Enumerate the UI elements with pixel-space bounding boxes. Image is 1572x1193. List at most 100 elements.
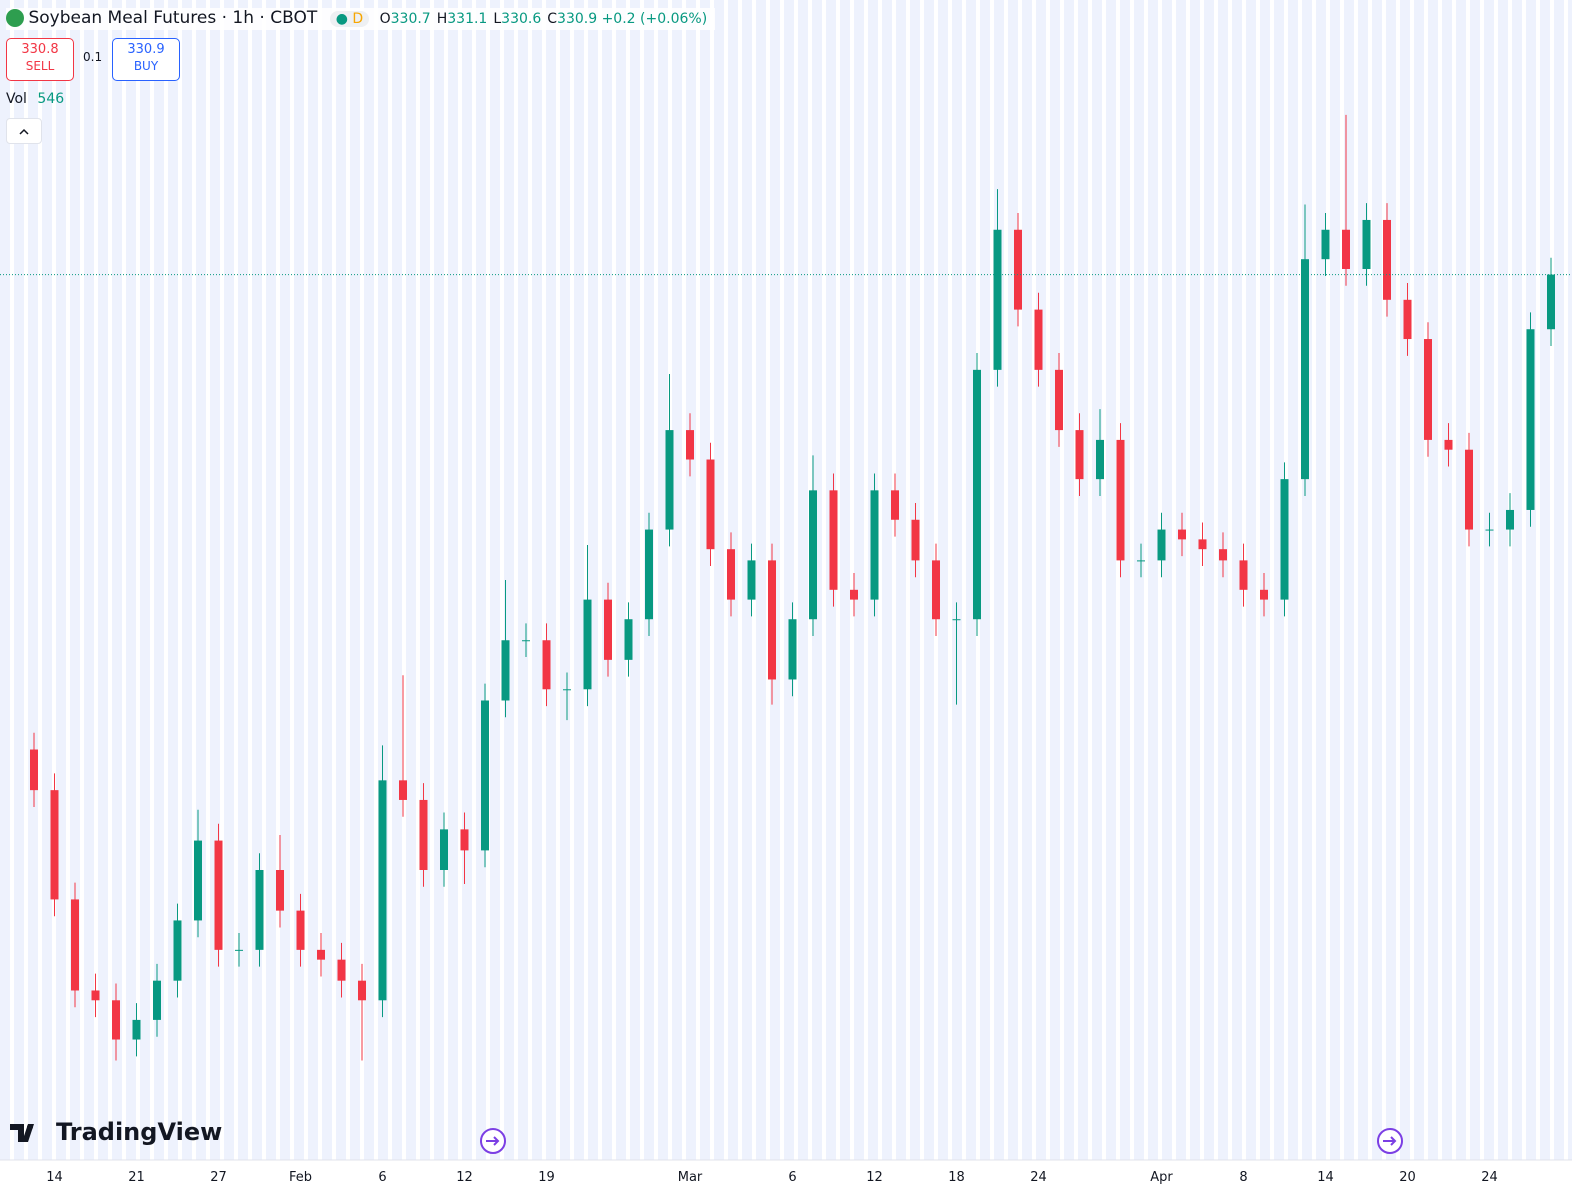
candle-body — [399, 780, 407, 800]
x-tick-label: 6 — [378, 1170, 386, 1185]
x-tick-label: 14 — [1317, 1170, 1334, 1185]
candle-body — [706, 459, 715, 550]
candle-body — [891, 490, 899, 520]
candle-body — [1157, 529, 1166, 561]
candle-body — [522, 640, 530, 642]
candle-body — [112, 1000, 120, 1040]
x-tick-label: 27 — [210, 1170, 227, 1185]
candle-body — [460, 829, 469, 851]
ohlc-value: 330.7 — [390, 11, 431, 27]
candle-body — [440, 829, 448, 870]
candle-body — [317, 949, 325, 960]
candle-body — [358, 980, 366, 1001]
candle-body — [788, 619, 797, 680]
candle-body — [1506, 509, 1514, 530]
candle-body — [481, 700, 489, 851]
candle-body — [645, 529, 653, 620]
candle-body — [563, 689, 571, 691]
session-background — [0, 0, 1572, 1160]
candle-body — [993, 229, 1002, 370]
candle-body — [952, 619, 961, 621]
candle-body — [1547, 274, 1555, 330]
candles — [0, 114, 1572, 1061]
candle-body — [809, 490, 817, 620]
ohlc-label: H — [436, 11, 448, 27]
ohlc-value: 330.9 — [557, 11, 598, 27]
x-tick-label: 24 — [1481, 1170, 1498, 1185]
sell-button[interactable]: 330.8 SELL — [6, 38, 74, 81]
x-tick-label: 12 — [456, 1170, 473, 1185]
event-icon[interactable] — [1377, 1128, 1403, 1154]
brand: TradingView — [56, 1118, 222, 1146]
candle-body — [50, 790, 59, 900]
candle-body — [1342, 229, 1350, 269]
candle-body — [1485, 529, 1494, 531]
ohlc-label: O — [379, 11, 391, 27]
candle-body — [665, 430, 674, 530]
legend: Soybean Meal Futures · 1h · CBOT ● D O33… — [6, 8, 716, 30]
candle-body — [1444, 439, 1453, 450]
candle-body — [173, 920, 182, 981]
buy-label: BUY — [133, 59, 159, 73]
candle-body — [747, 560, 756, 600]
candle-body — [1260, 589, 1268, 600]
ohlc-item: O330.7 — [380, 11, 431, 27]
ohlc-label: L — [493, 11, 502, 27]
candle-body — [911, 519, 920, 561]
candle-body — [71, 899, 79, 991]
symbol-title: Soybean Meal Futures · 1h · CBOT — [28, 8, 318, 28]
x-tick-label: 21 — [128, 1170, 145, 1185]
candle-body — [1239, 560, 1248, 590]
candle-body — [1301, 259, 1309, 480]
candle-body — [1280, 479, 1289, 600]
candle-body — [337, 959, 346, 981]
candle-body — [276, 870, 284, 911]
x-tick-label: Apr — [1150, 1170, 1173, 1185]
ohlc-item: L330.6 — [493, 11, 541, 27]
sell-price: 330.8 — [21, 42, 59, 57]
collapse-button[interactable] — [6, 118, 42, 144]
candle-body — [296, 910, 305, 950]
candle-body — [768, 560, 776, 680]
ohlc-item: C330.9 — [547, 11, 597, 27]
candle-body — [973, 369, 981, 620]
candle-body — [932, 560, 940, 620]
x-tick-label: 19 — [538, 1170, 555, 1185]
candle-body — [1465, 449, 1473, 530]
candle-body — [624, 619, 633, 660]
candle-body — [870, 490, 879, 600]
candle-body — [1403, 299, 1412, 340]
x-tick-label: 12 — [866, 1170, 883, 1185]
buy-price: 330.9 — [127, 42, 165, 57]
ohlc-value: 331.1 — [447, 11, 488, 27]
candle-body — [829, 490, 838, 590]
x-tick-label: 18 — [948, 1170, 965, 1185]
ohlc-value: 330.6 — [501, 11, 542, 27]
spread: 0.1 — [83, 50, 103, 64]
x-tick-label: Mar — [678, 1170, 703, 1185]
x-tick-label: 6 — [788, 1170, 796, 1185]
candle-body — [1075, 430, 1084, 480]
x-tick-label: Feb — [289, 1170, 312, 1185]
buy-button[interactable]: 330.9 BUY — [112, 38, 180, 81]
symbol-icon — [6, 9, 24, 27]
x-tick-label: 24 — [1030, 1170, 1047, 1185]
event-icon[interactable] — [480, 1128, 506, 1154]
candle-body — [153, 980, 161, 1020]
time-axis — [0, 1160, 1572, 1193]
sell-label: SELL — [25, 59, 55, 73]
candle-body — [686, 430, 694, 460]
status[interactable]: ● D — [329, 11, 370, 27]
candle-body — [235, 949, 243, 951]
change: +0.2 (+0.06%) — [601, 11, 708, 27]
candle-body — [1383, 219, 1391, 300]
candle-body — [1055, 369, 1063, 431]
ohlc: O330.7 H331.1 L330.6 C330.9 — [374, 11, 598, 27]
volume-legend: Vol 546 — [6, 91, 64, 107]
logo: TradingView — [10, 1118, 222, 1146]
candle-body — [727, 549, 735, 600]
x-tick-label: 20 — [1399, 1170, 1416, 1185]
candle-body — [1526, 329, 1535, 510]
